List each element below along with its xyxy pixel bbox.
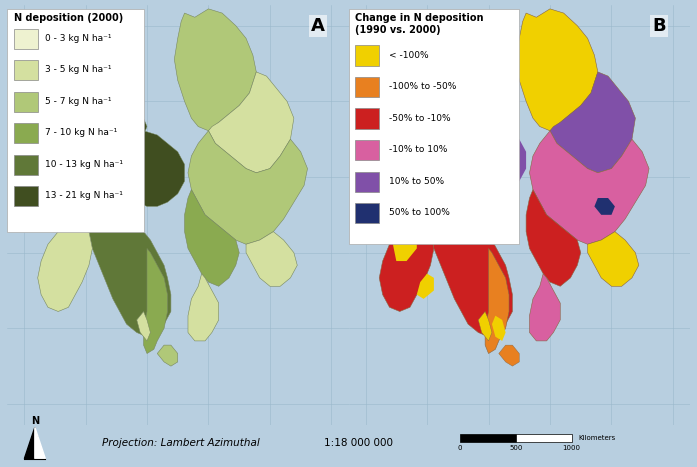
Polygon shape: [417, 274, 434, 299]
Bar: [355, 203, 379, 223]
Polygon shape: [82, 101, 171, 337]
Text: 0 - 3 kg N ha⁻¹: 0 - 3 kg N ha⁻¹: [45, 34, 111, 43]
Bar: [460, 434, 516, 442]
Text: 10 - 13 kg N ha⁻¹: 10 - 13 kg N ha⁻¹: [45, 160, 123, 169]
Polygon shape: [441, 185, 458, 211]
Polygon shape: [185, 190, 239, 286]
Polygon shape: [393, 223, 417, 261]
Text: -50% to -10%: -50% to -10%: [390, 113, 451, 123]
Bar: [14, 186, 38, 206]
Text: < -100%: < -100%: [390, 50, 429, 60]
Text: N deposition (2000): N deposition (2000): [14, 13, 123, 23]
Polygon shape: [106, 131, 185, 206]
Polygon shape: [516, 9, 598, 131]
Bar: [355, 108, 379, 128]
Bar: [355, 140, 379, 160]
Bar: [14, 155, 38, 175]
Polygon shape: [38, 215, 92, 311]
Polygon shape: [526, 190, 581, 286]
Polygon shape: [188, 131, 307, 244]
Text: 500: 500: [509, 445, 523, 451]
Text: 10% to 50%: 10% to 50%: [390, 177, 445, 186]
Text: A: A: [311, 17, 325, 35]
Bar: [7, 9, 144, 232]
Polygon shape: [492, 316, 505, 341]
Polygon shape: [116, 114, 147, 139]
Polygon shape: [89, 34, 127, 110]
Polygon shape: [441, 59, 454, 76]
Polygon shape: [379, 215, 434, 311]
Bar: [14, 123, 38, 143]
Polygon shape: [137, 311, 151, 341]
Text: Kilometers: Kilometers: [579, 435, 615, 441]
Polygon shape: [530, 131, 649, 244]
Bar: [355, 77, 379, 97]
Polygon shape: [79, 68, 99, 106]
Text: B: B: [652, 17, 666, 35]
Polygon shape: [499, 345, 519, 366]
Polygon shape: [588, 232, 638, 286]
Text: Projection: Lambert Azimuthal: Projection: Lambert Azimuthal: [102, 438, 260, 448]
Polygon shape: [246, 232, 297, 286]
Text: -100% to -50%: -100% to -50%: [390, 82, 457, 91]
Bar: [348, 9, 519, 244]
Polygon shape: [188, 274, 219, 341]
Text: 0: 0: [458, 445, 462, 451]
Polygon shape: [35, 427, 45, 459]
Polygon shape: [485, 248, 509, 354]
Text: N: N: [31, 416, 39, 426]
Polygon shape: [530, 274, 560, 341]
Polygon shape: [424, 101, 512, 337]
Bar: [355, 45, 379, 66]
Polygon shape: [174, 9, 256, 131]
Text: 7 - 10 kg N ha⁻¹: 7 - 10 kg N ha⁻¹: [45, 128, 117, 137]
Text: 1000: 1000: [562, 445, 581, 451]
Bar: [14, 60, 38, 80]
Text: 5 - 7 kg N ha⁻¹: 5 - 7 kg N ha⁻¹: [45, 97, 111, 106]
Polygon shape: [208, 72, 294, 173]
Polygon shape: [158, 345, 178, 366]
Polygon shape: [595, 198, 615, 215]
Text: 50% to 100%: 50% to 100%: [390, 208, 450, 217]
Polygon shape: [465, 127, 526, 194]
Bar: [516, 434, 572, 442]
Polygon shape: [431, 34, 468, 110]
Polygon shape: [550, 72, 636, 173]
Text: 1:18 000 000: 1:18 000 000: [325, 438, 393, 448]
Bar: [14, 28, 38, 49]
Text: 3 - 5 kg N ha⁻¹: 3 - 5 kg N ha⁻¹: [45, 65, 111, 74]
Text: -10% to 10%: -10% to 10%: [390, 145, 448, 154]
Polygon shape: [478, 311, 492, 341]
Text: Change in N deposition
(1990 vs. 2000): Change in N deposition (1990 vs. 2000): [355, 13, 484, 35]
Polygon shape: [144, 248, 167, 354]
Bar: [355, 171, 379, 191]
Bar: [14, 92, 38, 112]
Polygon shape: [420, 68, 441, 106]
Text: 13 - 21 kg N ha⁻¹: 13 - 21 kg N ha⁻¹: [45, 191, 123, 200]
Polygon shape: [24, 427, 35, 459]
